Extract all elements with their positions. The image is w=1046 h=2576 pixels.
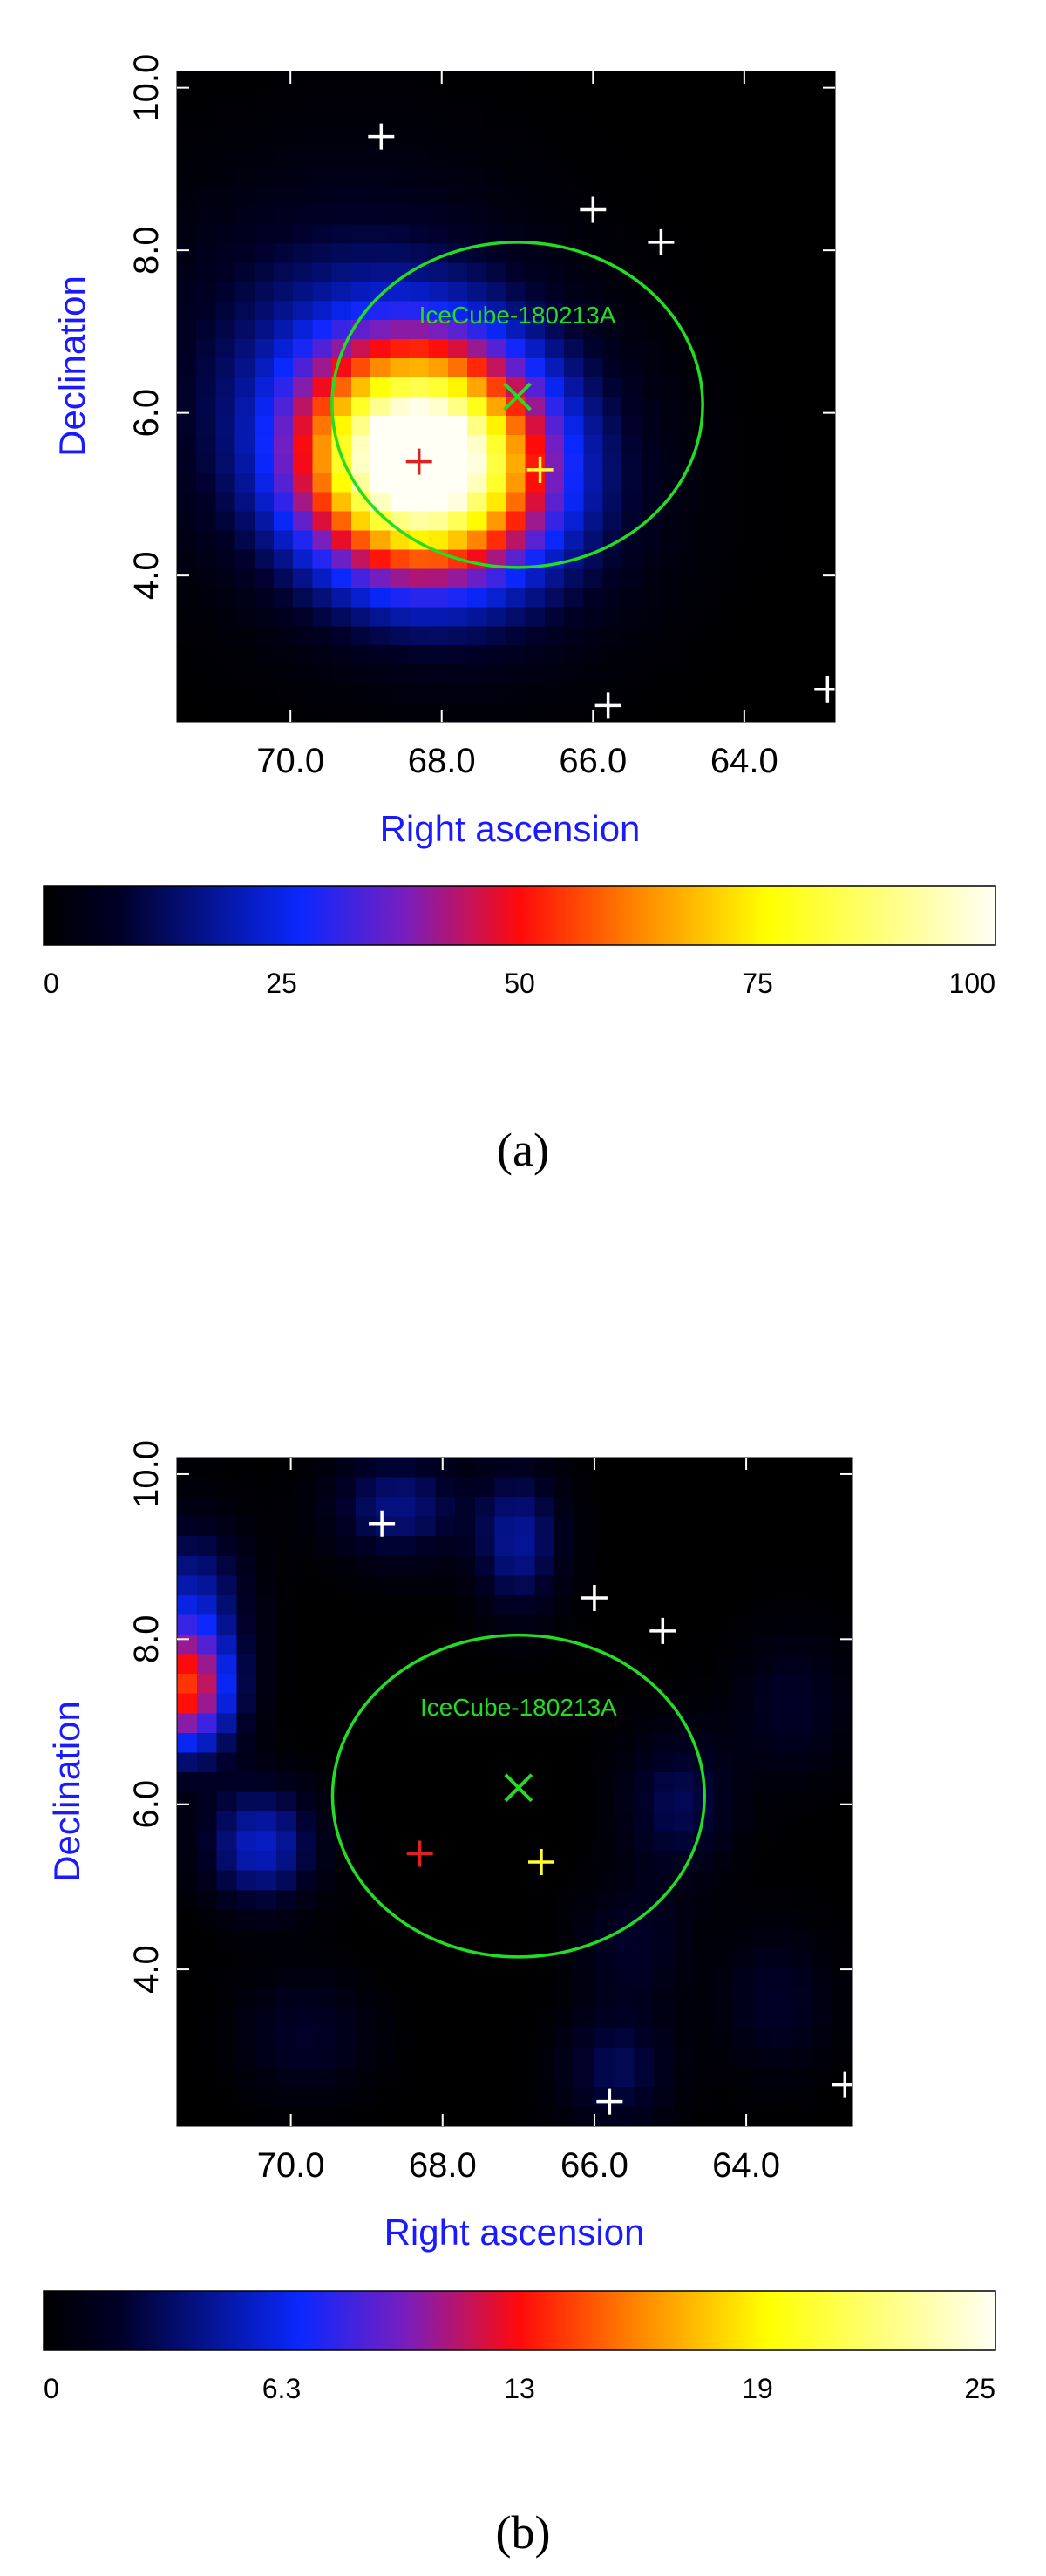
source-marker — [581, 1584, 608, 1611]
x-ticks-a: 70.0 68.0 66.0 64.0 — [256, 71, 778, 780]
overlay-b: IceCube-180213A — [330, 1510, 859, 2115]
colorbar-tick-label: 75 — [742, 968, 773, 999]
x-axis-label-b: Right ascension — [384, 2212, 645, 2253]
y-tick-label: 10.0 — [127, 1440, 166, 1508]
ellipse-label: IceCube-180213A — [420, 1694, 617, 1721]
colorbar-tick-label: 100 — [949, 968, 995, 999]
source-marker — [580, 196, 607, 223]
best-fit-marker — [503, 382, 532, 411]
plot-frame-a — [176, 71, 836, 723]
panel-label-b: (b) — [496, 2506, 551, 2559]
y-tick-label: 4.0 — [127, 1945, 166, 1994]
heatmap-chart-b: IceCube-180213A 70.0 68.0 66.0 64.0 4.0 6.0 8… — [43, 1440, 996, 2559]
colorbar-ticks-a: 0 25 50 75 100 — [44, 968, 995, 999]
x-tick-label: 68.0 — [408, 742, 476, 780]
y-tick-label: 8.0 — [127, 1615, 166, 1664]
colorbar-tick-label: 6.3 — [262, 2373, 301, 2404]
source-marker — [527, 1848, 554, 1875]
colorbar-a — [43, 885, 996, 946]
source-marker — [596, 2088, 623, 2115]
heatmap-image-a — [177, 71, 835, 722]
source-marker — [594, 692, 621, 719]
colorbar-tick-label: 0 — [44, 2373, 59, 2404]
error-ellipse — [330, 241, 704, 569]
panel-b: IceCube-180213A 70.0 68.0 66.0 64.0 4.0 6.0 8… — [0, 1286, 1046, 2572]
best-fit-marker — [504, 1773, 533, 1803]
source-marker — [814, 676, 841, 703]
source-marker — [368, 123, 395, 150]
colorbar-tick-label: 25 — [964, 2373, 995, 2404]
heatmap-chart-a: IceCube-180213A 70.0 68.0 66.0 64.0 4.0 6.0 8… — [43, 54, 996, 1176]
x-tick-label: 64.0 — [710, 742, 778, 780]
y-axis-label-a: Declination — [51, 275, 92, 457]
x-tick-label: 66.0 — [559, 742, 627, 780]
panel-label-a: (a) — [497, 1124, 549, 1176]
source-marker — [648, 228, 675, 255]
x-tick-label: 64.0 — [712, 2146, 780, 2185]
x-tick-label: 70.0 — [256, 742, 324, 780]
panel-a: IceCube-180213A 70.0 68.0 66.0 64.0 4.0 6.0 8… — [0, 0, 1046, 1286]
colorbar-tick-label: 13 — [504, 2373, 535, 2404]
overlay-a: IceCube-180213A — [330, 123, 841, 719]
heatmap-a — [177, 71, 835, 722]
colorbar-tick-label: 0 — [44, 968, 59, 999]
y-tick-label: 6.0 — [127, 389, 166, 438]
source-marker — [369, 1510, 396, 1537]
source-marker — [649, 1617, 676, 1644]
colorbar-tick-label: 19 — [742, 2373, 773, 2404]
x-tick-label: 66.0 — [560, 2146, 628, 2185]
source-marker — [406, 1840, 433, 1867]
x-axis-label-a: Right ascension — [380, 808, 641, 849]
colorbar-tick-label: 25 — [266, 968, 297, 999]
y-ticks-a: 4.0 6.0 8.0 10.0 — [127, 54, 835, 600]
error-ellipse — [330, 1633, 706, 1959]
y-tick-label: 8.0 — [127, 226, 166, 275]
source-marker — [832, 2071, 859, 2098]
plot-frame-b — [176, 1457, 853, 2127]
y-tick-label: 10.0 — [127, 54, 166, 122]
y-axis-label-b: Declination — [46, 1701, 87, 1882]
source-marker — [405, 448, 432, 475]
x-tick-label: 70.0 — [257, 2146, 325, 2185]
y-tick-label: 6.0 — [127, 1780, 166, 1829]
x-tick-label: 68.0 — [409, 2146, 477, 2185]
colorbar-b — [43, 2290, 996, 2351]
colorbar-ticks-b: 0 6.3 13 19 25 — [44, 2373, 995, 2404]
ellipse-label: IceCube-180213A — [419, 302, 616, 329]
source-marker — [526, 456, 554, 483]
y-ticks-b: 4.0 6.0 8.0 10.0 — [127, 1440, 852, 1994]
colorbar-tick-label: 50 — [504, 968, 535, 999]
x-ticks-b: 70.0 68.0 66.0 64.0 — [257, 1458, 780, 2185]
y-tick-label: 4.0 — [127, 551, 166, 600]
